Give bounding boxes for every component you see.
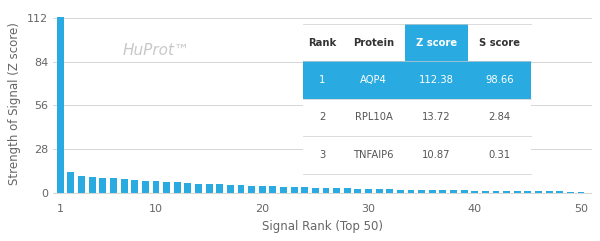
Bar bbox=[429, 190, 436, 193]
Text: 10.87: 10.87 bbox=[422, 150, 451, 160]
Bar bbox=[216, 184, 223, 193]
Bar bbox=[238, 185, 244, 193]
Bar bbox=[514, 191, 521, 193]
Bar bbox=[259, 186, 266, 193]
Text: Protein: Protein bbox=[353, 38, 394, 48]
Text: 3: 3 bbox=[319, 150, 326, 160]
Bar bbox=[578, 192, 584, 193]
Bar bbox=[131, 180, 138, 193]
Bar bbox=[376, 189, 383, 193]
Bar bbox=[397, 189, 404, 193]
Text: AQP4: AQP4 bbox=[360, 75, 387, 85]
Y-axis label: Strength of Signal (Z score): Strength of Signal (Z score) bbox=[8, 22, 22, 185]
Bar bbox=[503, 191, 510, 193]
Text: HuProt™: HuProt™ bbox=[123, 43, 190, 58]
X-axis label: Signal Rank (Top 50): Signal Rank (Top 50) bbox=[262, 220, 383, 233]
Bar bbox=[439, 190, 446, 193]
Text: 2.84: 2.84 bbox=[488, 113, 511, 122]
Bar bbox=[290, 187, 298, 193]
Text: 98.66: 98.66 bbox=[485, 75, 514, 85]
Bar bbox=[333, 188, 340, 193]
Bar bbox=[344, 188, 350, 193]
Bar bbox=[450, 190, 457, 193]
Bar bbox=[142, 181, 149, 193]
Bar bbox=[269, 187, 277, 193]
Text: 1: 1 bbox=[319, 75, 326, 85]
Text: Rank: Rank bbox=[308, 38, 337, 48]
Bar bbox=[472, 191, 478, 193]
Bar bbox=[184, 183, 191, 193]
Bar bbox=[482, 191, 489, 193]
Bar bbox=[195, 183, 202, 193]
Bar bbox=[535, 191, 542, 193]
Text: Z score: Z score bbox=[416, 38, 457, 48]
Bar bbox=[355, 189, 361, 193]
Text: S score: S score bbox=[479, 38, 520, 48]
Bar bbox=[524, 191, 532, 193]
Bar bbox=[418, 190, 425, 193]
Text: TNFAIP6: TNFAIP6 bbox=[353, 150, 394, 160]
Bar bbox=[301, 187, 308, 193]
Text: RPL10A: RPL10A bbox=[355, 113, 392, 122]
Bar bbox=[174, 182, 181, 193]
Bar bbox=[407, 190, 415, 193]
Bar bbox=[227, 185, 234, 193]
Bar bbox=[121, 179, 128, 193]
Bar bbox=[163, 182, 170, 193]
Bar bbox=[461, 190, 467, 193]
Text: 2: 2 bbox=[319, 113, 326, 122]
Text: 13.72: 13.72 bbox=[422, 113, 451, 122]
Bar bbox=[280, 187, 287, 193]
Text: 112.38: 112.38 bbox=[419, 75, 454, 85]
Bar bbox=[67, 172, 74, 193]
Bar bbox=[152, 181, 160, 193]
Bar bbox=[546, 191, 553, 193]
Text: 0.31: 0.31 bbox=[488, 150, 511, 160]
Bar bbox=[248, 186, 255, 193]
Bar bbox=[89, 177, 95, 193]
Bar bbox=[556, 191, 563, 193]
Bar bbox=[110, 179, 117, 193]
Bar bbox=[57, 17, 64, 193]
Bar bbox=[78, 176, 85, 193]
Bar bbox=[386, 189, 393, 193]
Bar bbox=[365, 189, 372, 193]
Bar bbox=[100, 178, 106, 193]
Bar bbox=[312, 188, 319, 193]
Bar bbox=[567, 192, 574, 193]
Bar bbox=[323, 188, 329, 193]
Bar bbox=[206, 184, 212, 193]
Bar bbox=[493, 191, 499, 193]
